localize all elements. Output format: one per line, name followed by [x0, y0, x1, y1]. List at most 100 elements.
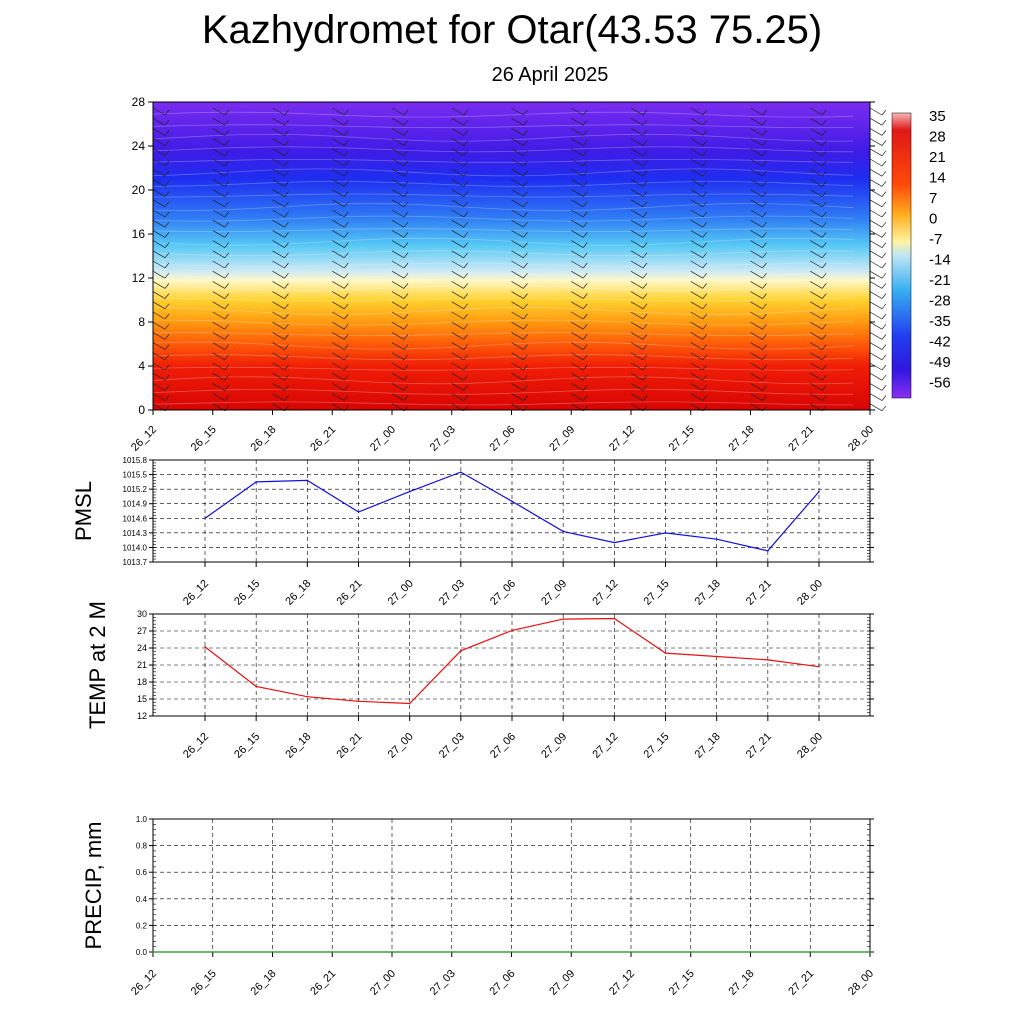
x-tick-label: 26_21 — [335, 731, 365, 761]
wind-barb — [152, 117, 166, 126]
wind-barb — [810, 250, 823, 259]
wind-barb — [511, 107, 524, 116]
wind-barb — [869, 342, 883, 350]
wind-barb-flag — [224, 374, 230, 381]
x-tick-label: 27_15 — [642, 578, 672, 608]
wind-barb-flag — [642, 323, 648, 330]
wind-barb — [511, 189, 524, 197]
wind-barb-flag — [284, 364, 289, 371]
wind-barb-flag — [164, 221, 170, 228]
wind-barb — [810, 270, 823, 279]
wind-barb — [511, 393, 524, 401]
wind-barb-flag — [284, 109, 289, 116]
wind-barb-flag — [582, 344, 588, 350]
wind-barb-flag — [582, 170, 588, 177]
wind-barb-flag — [284, 385, 289, 391]
wind-barb — [869, 209, 883, 218]
wind-barb — [391, 117, 405, 126]
wind-barb — [750, 240, 763, 248]
wind-barb-flag — [881, 364, 887, 371]
wind-barb — [451, 230, 464, 238]
wind-barb — [332, 138, 345, 146]
data-point — [613, 541, 616, 544]
wind-barb — [750, 117, 763, 126]
wind-barb — [810, 179, 823, 187]
wind-barb-flag — [224, 272, 230, 279]
wind-barb-flag — [463, 211, 469, 218]
wind-barb-flag — [821, 293, 827, 299]
wind-barb-flag — [821, 283, 827, 289]
wind-barb — [391, 342, 405, 350]
wind-barb-flag — [284, 242, 289, 248]
wind-barb-flag — [224, 140, 230, 146]
x-tick-label: 27_03 — [428, 968, 458, 998]
wind-barb-flag — [224, 211, 230, 218]
wind-barb — [690, 321, 703, 330]
wind-barb — [750, 372, 763, 381]
wind-barb-flag — [702, 242, 708, 248]
wind-barb — [690, 383, 703, 391]
wind-barb-flag — [224, 323, 230, 330]
wind-barb-flag — [881, 344, 887, 350]
wind-barb-flag — [582, 364, 588, 371]
wind-barb — [630, 352, 644, 361]
wind-barb — [750, 311, 763, 320]
wind-barb-flag — [582, 313, 588, 320]
wind-barb — [272, 209, 285, 218]
wind-barb — [810, 148, 823, 157]
wind-barb-flag — [642, 293, 648, 299]
wind-barb-flag — [523, 150, 528, 157]
wind-barb — [750, 281, 763, 289]
wind-barb — [869, 372, 883, 381]
x-tick-label: 27_18 — [693, 578, 723, 608]
x-tick-label: 26_21 — [308, 968, 338, 998]
wind-barb-flag — [702, 211, 708, 218]
wind-barb — [391, 158, 405, 167]
wind-barb-flag — [224, 313, 230, 320]
wind-barb-flag — [642, 334, 648, 340]
wind-barb — [152, 179, 166, 187]
wind-barb — [690, 107, 703, 116]
wind-barb-flag — [463, 150, 469, 157]
wind-barb — [869, 189, 883, 197]
wind-barb-flag — [821, 170, 827, 177]
wind-barb-flag — [523, 252, 528, 259]
wind-barb — [630, 321, 644, 330]
wind-barb — [571, 128, 584, 136]
wind-barb-flag — [463, 354, 469, 361]
wind-barb-flag — [702, 232, 708, 238]
wind-barb-flag — [403, 354, 409, 361]
wind-barb-flag — [284, 170, 289, 177]
data-point — [460, 650, 462, 652]
wind-barb-flag — [403, 395, 409, 401]
wind-barb-flag — [164, 181, 170, 187]
wind-barb-flag — [762, 283, 767, 289]
wind-barb — [511, 372, 524, 381]
wind-barb-flag — [284, 160, 289, 167]
wind-barb — [690, 179, 703, 187]
wind-barb — [571, 301, 584, 310]
wind-barb-flag — [164, 262, 170, 269]
wind-barb — [690, 332, 703, 340]
y-tick-label: 1015.2 — [123, 485, 148, 494]
x-tick-label: 27_21 — [786, 424, 816, 454]
data-point — [408, 702, 411, 705]
data-point — [255, 481, 257, 483]
data-point — [271, 951, 274, 953]
wind-barb — [272, 158, 285, 167]
x-tick-label: 26_12 — [181, 731, 211, 761]
wind-barb — [511, 342, 524, 350]
y-tick-label: 27 — [137, 626, 147, 636]
x-tick-label: 27_12 — [590, 578, 620, 608]
wind-barb — [152, 270, 166, 279]
wind-barb-flag — [762, 354, 767, 361]
wind-barb-flag — [702, 364, 708, 371]
data-point — [306, 479, 309, 482]
x-tick-label: 26_15 — [232, 578, 262, 608]
wind-barb-flag — [463, 201, 469, 208]
wind-barb — [332, 107, 345, 116]
wind-barb — [212, 219, 225, 228]
wind-barb — [511, 168, 524, 177]
wind-barb-flag — [762, 242, 767, 248]
